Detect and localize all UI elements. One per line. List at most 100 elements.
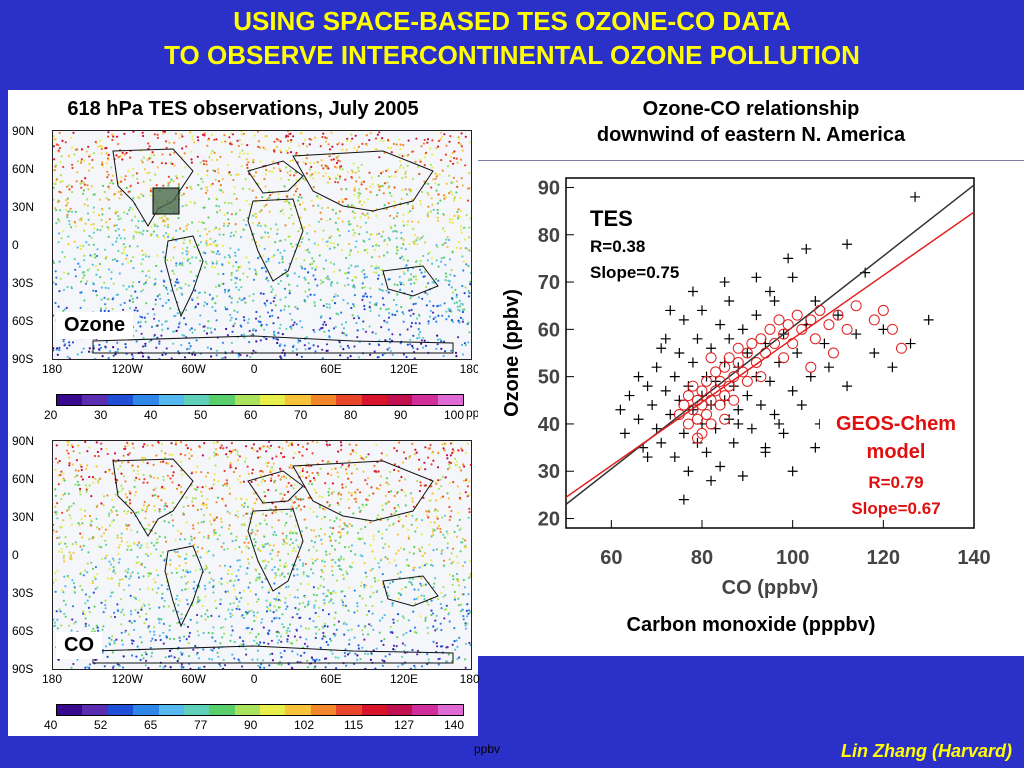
observation-dot <box>354 134 357 137</box>
observation-dot <box>458 636 461 639</box>
observation-dot <box>122 613 126 616</box>
observation-dot <box>73 258 76 261</box>
observation-dot <box>105 340 108 344</box>
observation-dot <box>142 457 146 460</box>
observation-dot <box>434 629 437 632</box>
observation-dot <box>285 166 288 169</box>
observation-dot <box>176 550 179 553</box>
observation-dot <box>261 659 265 662</box>
observation-dot <box>446 492 449 495</box>
observation-dot <box>132 235 135 238</box>
observation-dot <box>412 312 415 315</box>
observation-dot <box>175 598 178 601</box>
observation-dot <box>251 214 254 217</box>
observation-dot <box>93 227 96 230</box>
observation-dot <box>203 665 206 668</box>
observation-dot <box>137 576 141 579</box>
observation-dot <box>463 561 466 564</box>
observation-dot <box>131 174 135 177</box>
observation-dot <box>246 505 249 508</box>
observation-dot <box>83 229 86 232</box>
observation-dot <box>390 151 393 154</box>
observation-dot <box>464 622 467 625</box>
observation-dot <box>205 163 208 166</box>
observation-dot <box>445 454 449 457</box>
observation-dot <box>185 228 188 231</box>
observation-dot <box>105 554 108 557</box>
observation-dot <box>440 628 443 632</box>
observation-dot <box>342 605 345 608</box>
observation-dot <box>144 552 148 556</box>
observation-dot <box>74 210 77 213</box>
observation-dot <box>285 441 288 444</box>
observation-dot <box>266 445 269 448</box>
observation-dot <box>268 447 271 450</box>
observation-dot <box>371 331 374 334</box>
observation-dot <box>402 313 405 316</box>
observation-dot <box>440 159 443 162</box>
observation-dot <box>267 461 270 464</box>
scatter-heading: Ozone-CO relationship downwind of easter… <box>478 96 1024 148</box>
observation-dot <box>277 519 280 522</box>
observation-dot <box>101 213 104 216</box>
observation-dot <box>66 355 69 358</box>
observation-dot <box>141 131 144 134</box>
observation-dot <box>464 479 468 482</box>
observation-dot <box>118 197 121 200</box>
colorbar-swatch <box>82 395 108 405</box>
observation-dot <box>425 510 428 513</box>
observation-dot <box>119 237 122 240</box>
observation-dot <box>392 621 395 624</box>
slide-title: USING SPACE-BASED TES OZONE-CO DATA TO O… <box>0 4 1024 72</box>
observation-dot <box>110 179 113 182</box>
observation-dot <box>377 514 380 517</box>
colorbar-tick-label: 90 <box>394 408 408 422</box>
observation-dot <box>430 609 433 612</box>
observation-dot <box>144 342 147 345</box>
observation-dot <box>277 138 280 141</box>
observation-dot <box>449 155 452 158</box>
observation-dot <box>443 617 446 620</box>
observation-dot <box>357 191 360 194</box>
observation-dot <box>354 652 357 655</box>
observation-dot <box>221 263 224 266</box>
observation-dot <box>396 572 399 575</box>
observation-dot <box>185 598 188 601</box>
observation-dot <box>400 281 403 284</box>
observation-dot <box>204 587 207 591</box>
observation-dot <box>279 635 283 638</box>
observation-dot <box>220 577 223 580</box>
observation-dot <box>307 238 311 241</box>
observation-dot <box>442 194 446 197</box>
observation-dot <box>429 563 433 566</box>
observation-dot <box>249 590 252 593</box>
observation-dot <box>240 334 243 337</box>
x-axis-title: CO (ppbv) <box>722 577 819 599</box>
observation-dot <box>234 579 237 582</box>
observation-dot <box>321 357 324 359</box>
observation-dot <box>245 158 248 161</box>
observation-dot <box>461 310 464 314</box>
observation-dot <box>181 333 184 337</box>
observation-dot <box>447 315 450 318</box>
observation-dot <box>53 349 55 352</box>
observation-dot <box>73 622 76 625</box>
observation-dot <box>328 601 331 604</box>
observation-dot <box>452 176 455 179</box>
observation-dot <box>56 517 59 520</box>
observation-dot <box>114 353 117 356</box>
observation-dot <box>130 353 134 356</box>
observation-dot <box>464 666 467 669</box>
observation-dot <box>347 267 350 270</box>
observation-dot <box>229 174 233 177</box>
observation-dot <box>180 663 183 666</box>
observation-dot <box>129 572 132 576</box>
observation-dot <box>179 485 183 488</box>
observation-dot <box>395 143 398 146</box>
observation-dot <box>427 182 430 185</box>
observation-dot <box>348 651 351 654</box>
observation-dot <box>293 452 296 455</box>
observation-dot <box>181 473 184 476</box>
observation-dot <box>53 281 55 284</box>
observation-dot <box>158 357 161 359</box>
